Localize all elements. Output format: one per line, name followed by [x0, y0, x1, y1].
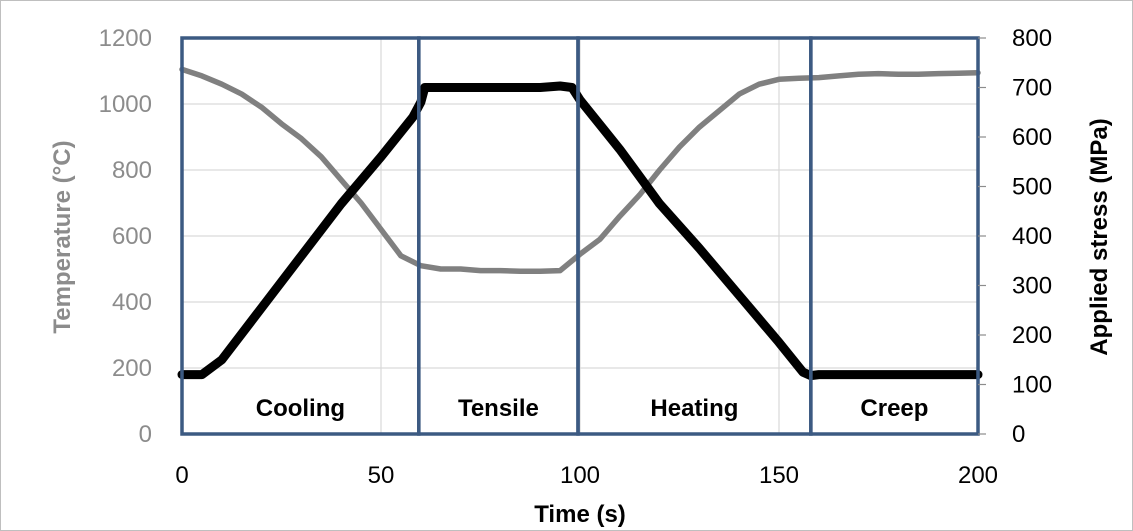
temperature-series-line [179, 66, 981, 275]
y-right-tick-label: 200 [1012, 322, 1052, 349]
x-tick-label: 150 [759, 462, 799, 489]
x-tick-label: 200 [958, 462, 998, 489]
y-right-tick-label: 500 [1012, 174, 1052, 201]
y-right-tick-label: 400 [1012, 223, 1052, 250]
y-left-tick-label: 600 [112, 223, 152, 250]
y-right-axis-title: Applied stress (MPa) [1086, 118, 1113, 355]
y-left-tick-label: 0 [139, 421, 152, 448]
phase-layer: Cooling Tensile Heating Creep [180, 36, 980, 436]
y-right-tick-label: 0 [1012, 421, 1025, 448]
y-right-tick-label: 100 [1012, 372, 1052, 399]
y-left-tick-label: 1200 [99, 25, 152, 52]
x-tick-label: 50 [368, 462, 395, 489]
x-tick-label: 100 [560, 462, 600, 489]
y-left-tick-label: 400 [112, 289, 152, 316]
phase-label-creep: Creep [860, 395, 928, 422]
y-left-tick-label: 1000 [99, 91, 152, 118]
x-tick-label: 0 [175, 462, 188, 489]
y-right-tick-label: 700 [1012, 75, 1052, 102]
y-right-tick-label: 300 [1012, 273, 1052, 300]
phase-label-tensile: Tensile [458, 395, 539, 422]
y-left-tick-label: 800 [112, 157, 152, 184]
tick-layer: 0200400600800100012000100200300400500600… [99, 25, 1052, 489]
y-right-tick-label: 600 [1012, 124, 1052, 151]
x-axis-title: Time (s) [534, 501, 626, 528]
y-left-tick-label: 200 [112, 355, 152, 382]
stress-series-line [177, 81, 983, 381]
series-layer [177, 66, 983, 381]
phase-label-heating: Heating [650, 395, 738, 422]
y-right-tick-label: 800 [1012, 25, 1052, 52]
y-left-axis-title: Temperature (°C) [49, 140, 76, 333]
phase-label-cooling: Cooling [256, 395, 345, 422]
